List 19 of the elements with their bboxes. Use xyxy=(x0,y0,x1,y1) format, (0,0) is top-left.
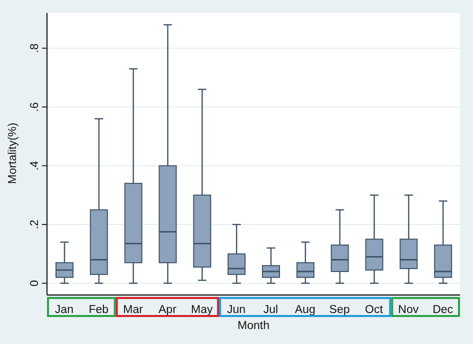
x-tick-label: May xyxy=(191,304,213,316)
y-tick-label: .6 xyxy=(29,102,41,112)
x-tick-label: Sep xyxy=(329,304,350,316)
x-tick-label: Apr xyxy=(158,304,177,316)
x-tick-label: Oct xyxy=(365,304,384,316)
y-axis-title: Mortality(%) xyxy=(7,122,20,184)
x-tick-label: Aug xyxy=(294,304,316,316)
y-tick-label: .2 xyxy=(29,220,41,230)
x-tick-label: Nov xyxy=(398,304,419,316)
y-tick-label: .4 xyxy=(29,160,41,171)
x-tick-label: Jun xyxy=(227,304,246,316)
x-tick-label: Mar xyxy=(123,304,144,316)
x-tick-label: Jul xyxy=(263,304,278,316)
x-tick-label: Feb xyxy=(88,304,109,316)
x-tick-label: Dec xyxy=(432,304,454,316)
x-axis-title: Month xyxy=(238,320,270,332)
y-tick-label: .8 xyxy=(29,43,41,54)
y-tick-label: 0 xyxy=(29,280,41,286)
x-tick-label: Jan xyxy=(54,304,74,316)
